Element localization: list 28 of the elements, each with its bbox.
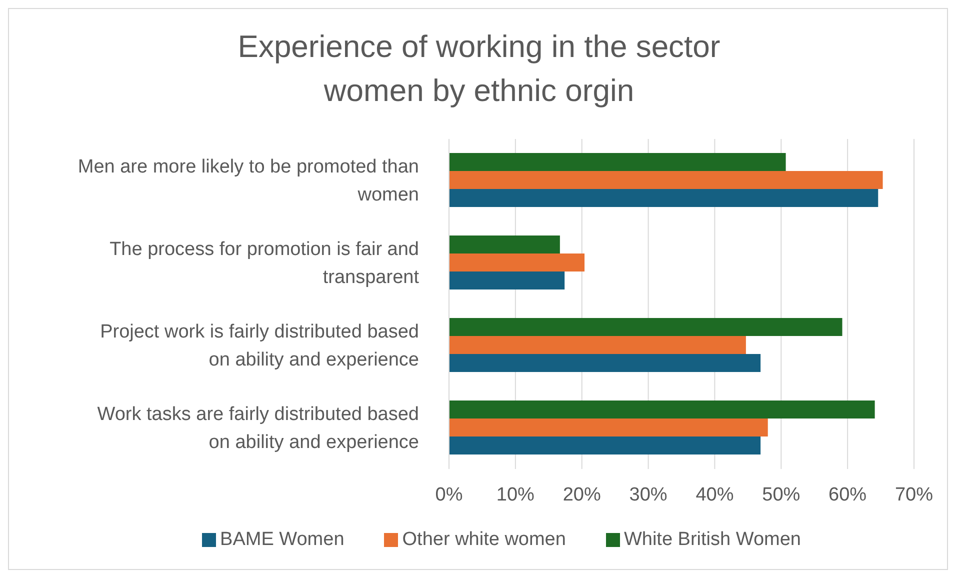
bar: [449, 400, 875, 419]
y-tick-label: Project work is fairly distributed based on ability and experience: [100, 320, 419, 370]
x-tick-label: 30%: [629, 484, 668, 506]
legend-label: BAME Women: [220, 529, 344, 550]
y-tick-label: Work tasks are fairly distributed based on ability and experience: [97, 403, 419, 452]
x-tick-label: 70%: [894, 484, 934, 506]
bar: [449, 336, 746, 354]
bar: [449, 272, 565, 290]
x-tick-label: 20%: [562, 484, 601, 506]
bar: [449, 236, 560, 254]
bar: [449, 171, 883, 190]
bar: [449, 153, 786, 172]
bar: [449, 189, 878, 208]
y-tick-label: The process for promotion is fair and transparent: [110, 238, 420, 288]
bar: [449, 436, 761, 455]
x-tick-label: 0%: [435, 484, 463, 506]
bar: [449, 318, 842, 336]
chart-title: Experience of working in the sector women by ethnic orgin: [236, 28, 722, 110]
legend-label: Other white women: [402, 529, 566, 550]
bar: [449, 418, 768, 437]
y-tick-label: Men are more likely to be promoted than women: [78, 156, 419, 205]
x-tick-label: 10%: [496, 484, 535, 506]
x-tick-label: 40%: [696, 484, 734, 506]
bar: [449, 354, 761, 372]
bar: [449, 254, 585, 272]
legend-label: White British Women: [624, 529, 801, 550]
x-tick-label: 60%: [828, 484, 867, 506]
x-tick-label: 50%: [762, 484, 800, 506]
